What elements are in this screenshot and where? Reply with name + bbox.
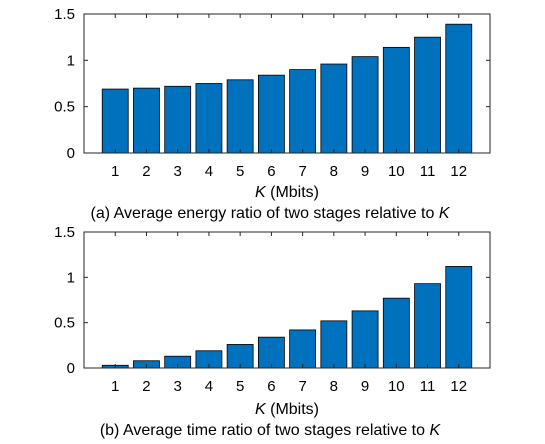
x-tick-label-b: 7	[298, 378, 306, 395]
y-tick-label-b: 1.5	[54, 224, 75, 241]
x-tick-label-a: 5	[236, 163, 244, 180]
bar-a-1	[101, 88, 129, 154]
x-axis-label-b: K (Mbits)	[255, 401, 319, 418]
x-tick-label-b: 2	[142, 378, 150, 395]
y-tick-label-a: 0	[67, 145, 75, 162]
x-tick-label-b: 5	[236, 378, 244, 395]
bars-a	[101, 23, 473, 154]
bar-a-6	[257, 74, 285, 154]
y-ticks-a: 0 0.5 1 1.5	[54, 6, 490, 162]
bars-b	[101, 266, 473, 369]
bar-a-12	[445, 23, 473, 154]
panel-b: 00.511.5 1 2 3 4 5 6 7 8 9 10 11 12 K (Mbits) (b) A…	[54, 224, 491, 439]
bar-a-7	[289, 69, 317, 154]
x-tick-label-a: 11	[420, 163, 436, 180]
x-tick-label-a: 7	[298, 163, 306, 180]
bar-a-11	[414, 36, 441, 154]
x-tick-label-a: 4	[205, 163, 213, 180]
x-tick-label-a: 12	[450, 163, 467, 180]
x-ticks-a: 1 2 3 4 5 6 7 8 9 10 11 12	[111, 14, 467, 180]
bar-b-9	[351, 310, 379, 369]
caption-b: (b) Average time ratio of two stages rel…	[100, 422, 442, 439]
bar-a-8	[320, 63, 348, 154]
x-tick-label-b: 12	[450, 378, 467, 395]
axes-box-a	[83, 13, 491, 154]
caption-a: (a) Average energy ratio of two stages r…	[90, 205, 450, 222]
bar-b-7	[289, 329, 317, 369]
x-tick-label-a: 10	[388, 163, 405, 180]
x-tick-label-a: 1	[111, 163, 119, 180]
x-tick-label-a: 6	[267, 163, 275, 180]
x-tick-label-b: 4	[205, 378, 213, 395]
x-tick-label-a: 2	[142, 163, 150, 180]
bar-a-10	[382, 46, 410, 154]
y-tick-label-a: 1.5	[54, 6, 75, 23]
x-ticks-b: 1 2 3 4 5 6 7 8 9 10 11 12	[111, 232, 467, 395]
bar-a-9	[351, 56, 379, 154]
x-tick-label-b: 6	[267, 378, 275, 395]
x-axis-label-a: K (Mbits)	[255, 184, 319, 201]
bar-a-2	[133, 87, 160, 154]
bar-a-4	[195, 83, 223, 154]
y-tick-label-a: 0.5	[54, 99, 75, 116]
bar-a-5	[226, 79, 254, 154]
bar-b-11	[414, 283, 441, 369]
y-tick-label-b: 0.5	[54, 315, 75, 332]
x-tick-label-b: 1	[111, 378, 119, 395]
x-tick-label-a: 8	[330, 163, 338, 180]
panel-a: 00.511.5 1 2 3 4 5 6 7 8 9 10 11 12 K (Mbits) (a) A…	[54, 6, 491, 222]
x-tick-label-b: 3	[174, 378, 182, 395]
x-tick-label-b: 9	[361, 378, 369, 395]
bar-b-10	[382, 297, 410, 369]
x-tick-label-b: 11	[420, 378, 436, 395]
bar-b-6	[257, 336, 285, 369]
bar-b-8	[320, 320, 348, 369]
y-tick-label-b: 1	[67, 269, 75, 286]
y-tick-label-b: 0	[67, 360, 75, 377]
x-tick-label-a: 9	[361, 163, 369, 180]
x-tick-label-a: 3	[174, 163, 182, 180]
x-tick-label-b: 8	[330, 378, 338, 395]
axes-box-b	[83, 231, 491, 369]
x-tick-label-b: 10	[388, 378, 405, 395]
y-tick-label-a: 1	[67, 52, 75, 69]
y-ticks-b: 0 0.5 1 1.5	[54, 224, 490, 377]
bar-b-12	[445, 266, 473, 369]
bar-a-3	[164, 85, 192, 154]
